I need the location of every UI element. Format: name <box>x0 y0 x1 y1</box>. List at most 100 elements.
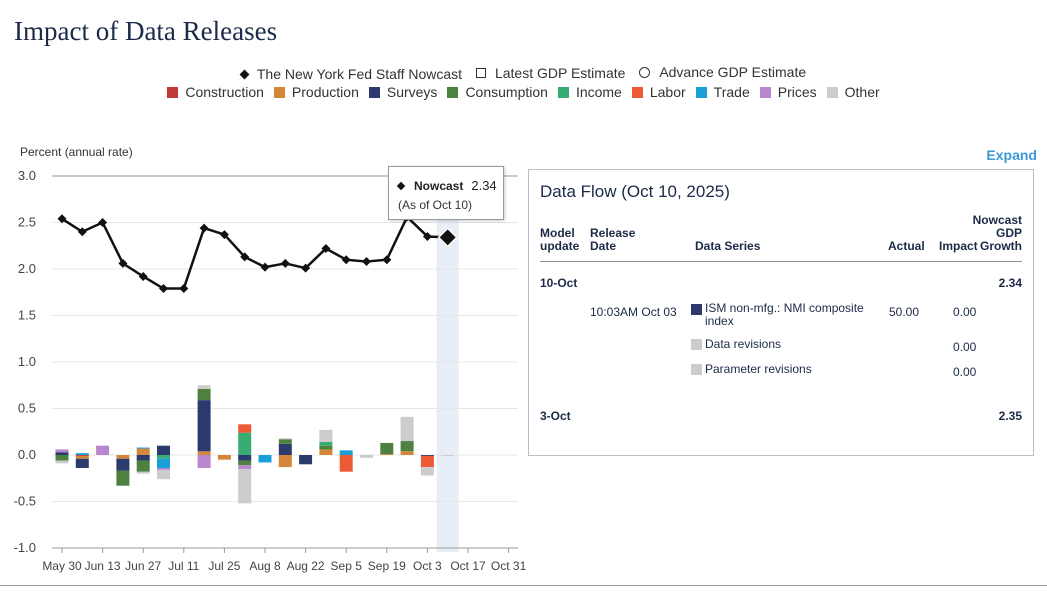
impact-bar-consumption <box>400 441 414 452</box>
nowcast-point <box>98 218 108 227</box>
impact-bar-surveys <box>278 443 292 455</box>
y-tick-label: 2.5 <box>18 215 36 230</box>
x-tick-label: Oct 17 <box>450 559 486 573</box>
legend-label: The New York Fed Staff Nowcast <box>256 66 463 82</box>
impact-bar-other <box>238 468 252 504</box>
legend-item-advance-gdp[interactable]: Advance GDP Estimate <box>639 64 806 80</box>
legend-item-surveys[interactable]: Surveys <box>368 84 438 100</box>
legend-swatch <box>826 86 838 98</box>
series-text: ISM non-mfg.: NMI composite <box>705 301 864 315</box>
x-tick-label: May 30 <box>42 559 82 573</box>
legend-label: Surveys <box>386 84 438 100</box>
impact-bar-prices <box>96 445 110 455</box>
legend-label: Consumption <box>465 84 548 100</box>
data-series-name: Data revisions <box>705 337 782 351</box>
nowcast-point <box>437 227 458 248</box>
impact-bar-surveys <box>238 455 252 461</box>
header-release-date: Release Date <box>590 227 635 253</box>
x-tick-label: Oct 3 <box>413 559 442 573</box>
x-tick-label: Jul 11 <box>168 559 199 573</box>
diamond-marker-icon <box>239 69 250 79</box>
data-series-name: ISM non-mfg.: NMI composite index <box>705 302 864 328</box>
legend-item-prices[interactable]: Prices <box>759 84 817 100</box>
impact-bar-production <box>400 451 414 455</box>
expand-link[interactable]: Expand <box>986 147 1037 163</box>
impact-bar-production <box>197 451 211 455</box>
impact-bar-trade <box>157 458 170 469</box>
legend-item-income[interactable]: Income <box>557 84 622 100</box>
legend-item-production[interactable]: Production <box>273 84 359 100</box>
legend-swatch <box>557 86 569 98</box>
impact-bar-prices <box>157 468 170 470</box>
legend-item-other[interactable]: Other <box>826 84 880 100</box>
x-tick-label: Aug 22 <box>287 559 325 573</box>
header-data-series: Data Series <box>695 239 761 253</box>
legend-item-trade[interactable]: Trade <box>695 84 750 100</box>
series-swatch <box>691 364 702 375</box>
impact-bar-trade <box>339 450 353 455</box>
nowcast-point <box>138 271 148 281</box>
legend-item-consumption[interactable]: Consumption <box>447 84 548 100</box>
page-title: Impact of Data Releases <box>14 16 278 46</box>
impact-bar-labor <box>238 424 252 433</box>
legend-item-labor[interactable]: Labor <box>631 84 686 100</box>
y-tick-label: 1.0 <box>18 354 36 369</box>
legend-label: Prices <box>777 84 817 100</box>
nowcast-point <box>179 284 189 294</box>
y-axis-label: Percent (annual rate) <box>20 145 133 159</box>
nowcast-point <box>57 214 67 224</box>
nowcast-point <box>382 255 392 265</box>
header-nowcast-growth: Nowcast GDP Growth <box>973 214 1022 253</box>
legend-item-latest-gdp[interactable]: Latest GDP Estimate <box>475 64 626 81</box>
impact-bar-other <box>197 385 211 389</box>
impact-bar-other <box>278 438 292 440</box>
legend-item-construction[interactable]: Construction <box>167 84 264 100</box>
legend-label: Advance GDP Estimate <box>659 64 807 80</box>
impact-bar-construction <box>75 455 89 456</box>
nowcast-point <box>422 231 432 241</box>
impact-value: 0.00 <box>953 340 977 354</box>
impact-bar-other <box>55 460 69 464</box>
impact-bar-consumption <box>380 442 394 455</box>
legend-series: The New York Fed Staff Nowcast Latest GD… <box>0 64 1047 82</box>
bottom-divider <box>0 585 1047 586</box>
legend-label: Trade <box>713 84 750 100</box>
nowcast-point <box>260 262 270 272</box>
impact-bar-other <box>420 467 434 476</box>
impact-bar-other <box>400 416 414 442</box>
nowcast-point <box>118 258 128 268</box>
selected-week-band <box>436 176 459 552</box>
nowcast-point <box>301 263 311 273</box>
impact-bar-trade <box>75 453 89 455</box>
impact-bar-prices <box>197 455 211 469</box>
impact-bar-income <box>238 432 252 455</box>
nowcast-point <box>321 244 331 254</box>
impact-bar-surveys <box>75 458 89 469</box>
diamond-marker-icon <box>396 181 406 190</box>
nowcast-point <box>77 227 87 237</box>
impact-bar-trade <box>258 455 272 463</box>
nowcast-tooltip: Nowcast 2.34 (As of Oct 10) <box>388 166 504 220</box>
header-text: Release <box>590 226 636 240</box>
x-tick-label: Jun 27 <box>125 559 161 573</box>
x-tick-label: Jul 25 <box>208 559 240 573</box>
update-date: 10-Oct <box>540 276 578 290</box>
legend-swatch <box>447 86 459 98</box>
legend-label: Latest GDP Estimate <box>494 64 626 81</box>
tooltip-label: Nowcast <box>414 178 464 193</box>
y-tick-label: 2.0 <box>18 261 36 276</box>
impact-bar-surveys <box>55 452 69 455</box>
impact-value: 0.00 <box>953 305 977 319</box>
impact-bar-other <box>319 429 333 442</box>
nowcast-point <box>362 257 371 267</box>
x-tick-label: Oct 31 <box>491 559 527 573</box>
header-text: Growth <box>980 239 1022 253</box>
impact-chart: 3.0 2.5 2.0 1.5 1.0 0.5 0.0 -0.5 -1.0 May 30 Jun 1… <box>14 168 527 573</box>
impact-bar-production <box>116 455 130 459</box>
legend-swatch <box>368 86 380 98</box>
data-series-name: Parameter revisions <box>705 362 812 376</box>
impact-bar-consumption <box>197 388 211 401</box>
legend-item-nowcast[interactable]: The New York Fed Staff Nowcast <box>239 66 463 82</box>
impact-bar-surveys <box>420 455 434 456</box>
nowcast-point <box>341 255 351 265</box>
